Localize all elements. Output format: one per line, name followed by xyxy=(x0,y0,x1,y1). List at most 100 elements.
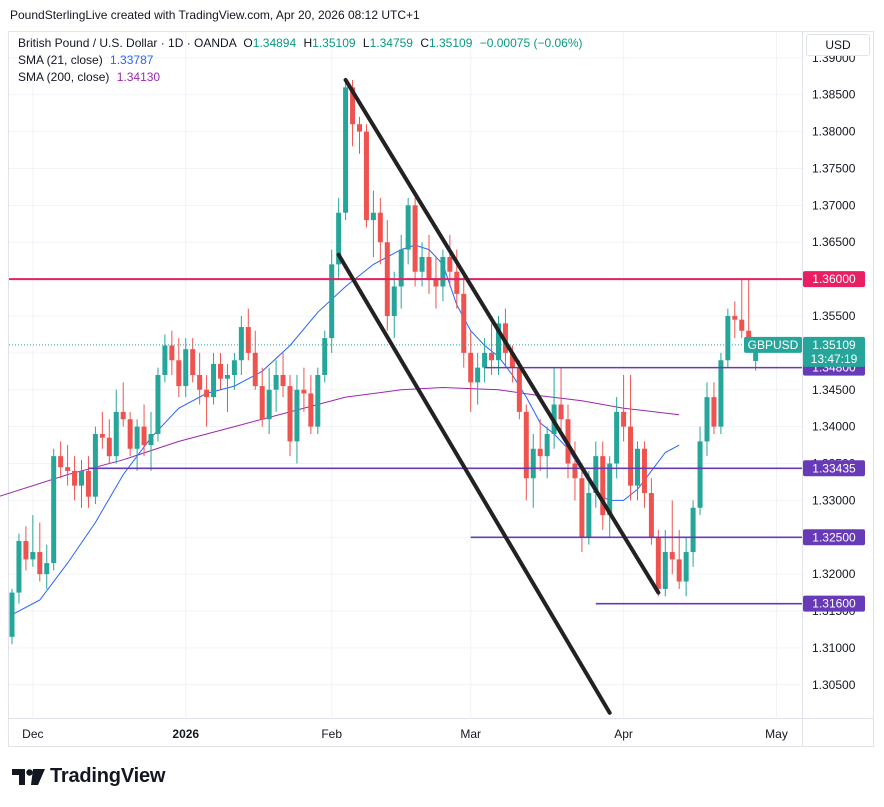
candle-body xyxy=(648,493,654,538)
sma21-value: 1.33787 xyxy=(110,53,154,67)
level-price-tag xyxy=(803,271,865,288)
candle-body xyxy=(308,393,314,427)
tradingview-logo: TradingView xyxy=(12,765,165,788)
symbol-name: British Pound / U.S. Dollar · 1D · OANDA xyxy=(18,36,237,50)
candle-body xyxy=(461,293,467,353)
candle-body xyxy=(739,319,745,331)
candle-body xyxy=(141,426,147,446)
sma200-legend[interactable]: SMA (200, close) 1.34130 xyxy=(18,70,160,84)
candle-body xyxy=(148,434,154,446)
ohlc-close-value: 1.35109 xyxy=(429,36,473,50)
candle-body xyxy=(120,411,126,420)
candle-body xyxy=(322,338,328,375)
candle-body xyxy=(412,205,418,272)
candle-body xyxy=(662,552,668,589)
candle-body xyxy=(621,411,627,427)
candle-body xyxy=(440,256,446,287)
candle-body xyxy=(419,256,425,272)
candle-body xyxy=(176,360,182,387)
ohlc-change: −0.00075 (−0.06%) xyxy=(479,36,583,50)
symbol-legend[interactable]: British Pound / U.S. Dollar · 1D · OANDA… xyxy=(18,36,582,50)
price-tags: 1.360001.348001.334351.325001.31600GBPUS… xyxy=(744,271,865,612)
x-tick-label: May xyxy=(765,727,788,741)
candle-body xyxy=(211,363,217,398)
sma200-value: 1.34130 xyxy=(116,70,161,84)
candle-body xyxy=(628,426,634,486)
candles-layer xyxy=(9,79,759,645)
candle-body xyxy=(607,463,613,516)
candle-body xyxy=(224,375,230,379)
y-tick-label: 1.38500 xyxy=(812,88,856,102)
symbol-tag-label: GBPUSD xyxy=(748,338,799,352)
candle-body xyxy=(614,411,620,464)
currency-selector[interactable]: USD xyxy=(806,34,870,56)
candle-body xyxy=(9,592,15,637)
candle-body xyxy=(23,540,29,560)
y-tick-label: 1.37500 xyxy=(812,161,856,175)
y-tick-label: 1.32000 xyxy=(812,567,856,581)
y-tick-label: 1.36500 xyxy=(812,235,856,249)
level-price-tag xyxy=(803,595,865,612)
candle-body xyxy=(329,264,335,339)
candle-body xyxy=(537,448,543,457)
ohlc-low-key: L xyxy=(362,36,370,50)
sma21-legend[interactable]: SMA (21, close) 1.33787 xyxy=(18,53,153,67)
candle-body xyxy=(370,212,376,221)
candle-body xyxy=(30,552,36,560)
ohlc-high-value: 1.35109 xyxy=(312,36,356,50)
x-tick-label: Apr xyxy=(614,727,633,741)
candle-body xyxy=(238,327,244,361)
level-price-label: 1.31600 xyxy=(812,597,856,611)
tradingview-logo-icon xyxy=(12,768,45,785)
candle-body xyxy=(85,470,91,497)
candle-body xyxy=(301,389,307,394)
candle-body xyxy=(697,441,703,508)
candle-body xyxy=(252,352,258,387)
ohlc-high-key: H xyxy=(303,36,313,50)
ohlc-low-value: 1.34759 xyxy=(369,36,413,50)
tradingview-logo-text: TradingView xyxy=(50,765,166,787)
candle-body xyxy=(37,552,43,575)
candle-body xyxy=(454,271,460,294)
sma21-layer xyxy=(11,244,680,616)
chart-frame xyxy=(8,31,874,747)
candle-body xyxy=(641,448,647,494)
candle-body xyxy=(718,360,724,427)
y-tick-label: 1.31000 xyxy=(812,641,856,655)
candle-body xyxy=(315,375,321,427)
sma200-line xyxy=(0,386,680,497)
y-tick-label: 1.35500 xyxy=(812,309,856,323)
candle-body xyxy=(363,131,369,221)
candle-body xyxy=(530,448,536,479)
candle-body xyxy=(113,411,119,457)
time-axis: Dec 2026 Feb Mar Apr May xyxy=(9,718,873,741)
candle-body xyxy=(266,389,272,420)
candle-body xyxy=(593,456,599,494)
candle-body xyxy=(496,323,501,361)
x-tick-label: 2026 xyxy=(172,727,199,741)
candle-body xyxy=(516,367,522,412)
candle-body xyxy=(704,397,710,442)
x-tick-label: Dec xyxy=(22,727,43,741)
y-tick-label: 1.33000 xyxy=(812,493,856,507)
price-axis: 1.390001.385001.380001.375001.370001.365… xyxy=(802,32,856,746)
candle-body xyxy=(155,375,161,435)
ohlc-open-key: O xyxy=(243,36,253,50)
candle-body xyxy=(447,256,453,272)
candle-body xyxy=(218,363,223,379)
candle-body xyxy=(572,463,578,479)
candle-body xyxy=(204,389,210,398)
candle-body xyxy=(127,419,133,449)
candle-body xyxy=(676,559,682,582)
y-tick-label: 1.34000 xyxy=(812,420,856,434)
candle-body xyxy=(558,404,564,420)
bar-countdown-label: 13:47:19 xyxy=(811,352,858,366)
candle-body xyxy=(377,212,383,243)
level-price-label: 1.33435 xyxy=(812,461,856,475)
candle-body xyxy=(683,552,689,582)
candle-body xyxy=(336,212,342,265)
level-price-label: 1.32500 xyxy=(812,530,856,544)
candle-body xyxy=(544,434,550,457)
chart-credit: PoundSterlingLive created with TradingVi… xyxy=(10,8,420,22)
